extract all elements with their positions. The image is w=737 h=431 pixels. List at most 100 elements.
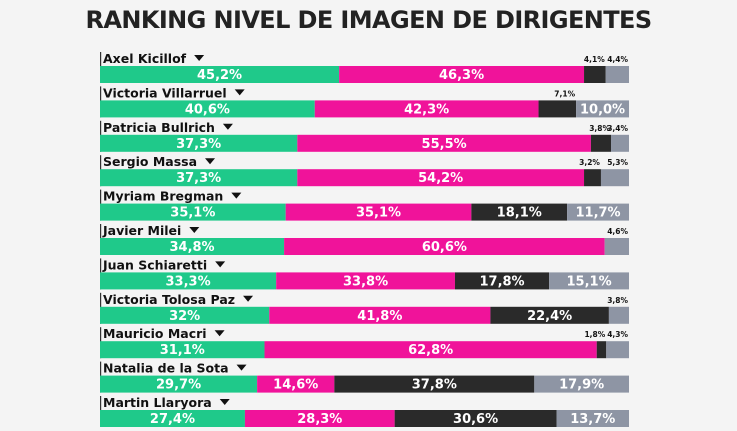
candidate-name: Myriam Bregman xyxy=(103,189,223,204)
bar-segment-green xyxy=(100,169,298,187)
bar-segment-green xyxy=(100,410,245,427)
candidate-name: Victoria Villarruel xyxy=(103,85,227,100)
data-label: 3,8% xyxy=(589,124,610,133)
data-label: 1,8% xyxy=(584,330,605,339)
bar-segment-pink xyxy=(339,66,585,83)
bar-segment-green xyxy=(100,375,258,393)
data-label: 17,8% xyxy=(479,274,524,289)
bar-segment-dark xyxy=(584,66,606,83)
candidate-name: Victoria Tolosa Paz xyxy=(103,292,235,307)
data-label: 10,0% xyxy=(580,102,625,117)
candidate-name: Sergio Massa xyxy=(103,154,197,169)
bar-segment-green xyxy=(100,66,340,83)
data-label: 37,3% xyxy=(176,137,221,152)
bar-segment-pink xyxy=(269,306,491,324)
data-label: 22,4% xyxy=(527,309,572,324)
bar-segment-pink xyxy=(244,410,395,427)
data-label: 3,4% xyxy=(607,124,628,133)
bar-segment-gray xyxy=(556,410,629,427)
bar-segment-pink xyxy=(285,203,472,221)
data-label: 28,3% xyxy=(297,412,342,427)
data-label: 40,6% xyxy=(185,102,230,117)
data-label: 18,1% xyxy=(497,206,542,221)
data-label: 30,6% xyxy=(453,412,498,427)
chevron-down-icon xyxy=(222,123,233,130)
chevron-down-icon xyxy=(205,158,216,165)
data-label: 35,1% xyxy=(356,206,401,221)
data-label: 14,6% xyxy=(273,378,318,393)
data-label: 4,3% xyxy=(607,330,628,339)
data-label: 5,3% xyxy=(607,158,628,167)
bar-segment-pink xyxy=(297,169,585,187)
data-label: 33,3% xyxy=(166,274,211,289)
chevron-down-icon xyxy=(234,89,245,96)
data-label: 4,1% xyxy=(584,55,605,64)
stacked-bar-chart: Axel Kicillof 45,2% 46,3% 4,1% 4,4% Victoria … xyxy=(100,51,629,427)
data-label: 11,7% xyxy=(575,206,620,221)
bar-segment-green xyxy=(100,341,265,359)
data-label: 41,8% xyxy=(357,309,402,324)
bar-segment-gray xyxy=(604,238,629,255)
data-label: 27,4% xyxy=(150,412,195,427)
data-label: 4,6% xyxy=(607,227,628,236)
chevron-down-icon xyxy=(189,227,200,233)
bar-segment-dark xyxy=(538,100,577,118)
data-label: 37,8% xyxy=(412,378,457,393)
chevron-down-icon xyxy=(236,364,247,371)
data-label: 34,8% xyxy=(169,240,214,255)
bar-segment-green xyxy=(100,100,315,118)
chevron-down-icon xyxy=(219,399,230,405)
bar-segment-gray xyxy=(606,341,629,359)
data-label: 42,3% xyxy=(404,102,449,117)
data-label: 60,6% xyxy=(422,240,467,255)
chevron-down-icon xyxy=(194,55,205,61)
data-label: 29,7% xyxy=(156,378,201,393)
data-label: 7,1% xyxy=(554,89,575,98)
bar-segment-dark xyxy=(471,203,568,221)
data-label: 17,9% xyxy=(559,378,604,393)
candidate-name: Mauricio Macri xyxy=(103,326,207,341)
candidate-name: Javier Milei xyxy=(102,223,181,238)
data-label: 13,7% xyxy=(570,412,615,427)
data-label: 3,2% xyxy=(579,158,600,167)
candidate-name: Natalia de la Sota xyxy=(103,361,229,376)
data-label: 15,1% xyxy=(567,274,612,289)
bar-segment-dark xyxy=(490,306,609,324)
bar-segment-dark xyxy=(590,134,612,152)
data-label: 62,8% xyxy=(408,343,453,358)
bar-segment-gray xyxy=(605,66,629,83)
chevron-down-icon xyxy=(243,295,254,302)
data-label: 31,1% xyxy=(160,343,205,358)
bar-segment-gray xyxy=(576,100,629,118)
bar-segment-pink xyxy=(276,272,455,290)
bar-segment-gray xyxy=(567,203,629,221)
bar-segment-pink xyxy=(257,375,335,393)
bar-segment-dark xyxy=(596,341,607,359)
bar-segment-gray xyxy=(611,134,629,152)
bar-segment-gray xyxy=(600,169,629,187)
bar-segment-gray xyxy=(549,272,629,290)
bar-segment-green xyxy=(100,272,277,290)
chevron-down-icon xyxy=(215,261,226,268)
candidate-name: Martin Llaryora xyxy=(103,395,212,410)
data-label: 32% xyxy=(169,309,200,324)
data-label: 37,3% xyxy=(176,171,221,186)
bar-segment-gray xyxy=(608,306,629,324)
bar-segment-dark xyxy=(334,375,535,393)
data-label: 33,8% xyxy=(343,274,388,289)
chevron-down-icon xyxy=(214,330,225,337)
chevron-down-icon xyxy=(231,192,242,199)
bar-segment-pink xyxy=(264,341,597,359)
chart-title: RANKING NIVEL DE IMAGEN DE DIRIGENTES xyxy=(85,6,653,34)
data-label: 35,1% xyxy=(170,206,215,221)
data-label: 45,2% xyxy=(197,68,242,83)
bar-segment-green xyxy=(100,134,298,152)
bar-segment-dark xyxy=(584,169,601,187)
candidate-name: Axel Kicillof xyxy=(103,51,187,66)
candidate-name: Juan Schiaretti xyxy=(102,257,207,272)
data-label: 55,5% xyxy=(422,137,467,152)
data-label: 54,2% xyxy=(418,171,463,186)
bar-segment-pink xyxy=(297,134,591,152)
bar-segment-dark xyxy=(394,410,557,427)
candidate-name: Patricia Bullrich xyxy=(103,120,215,135)
